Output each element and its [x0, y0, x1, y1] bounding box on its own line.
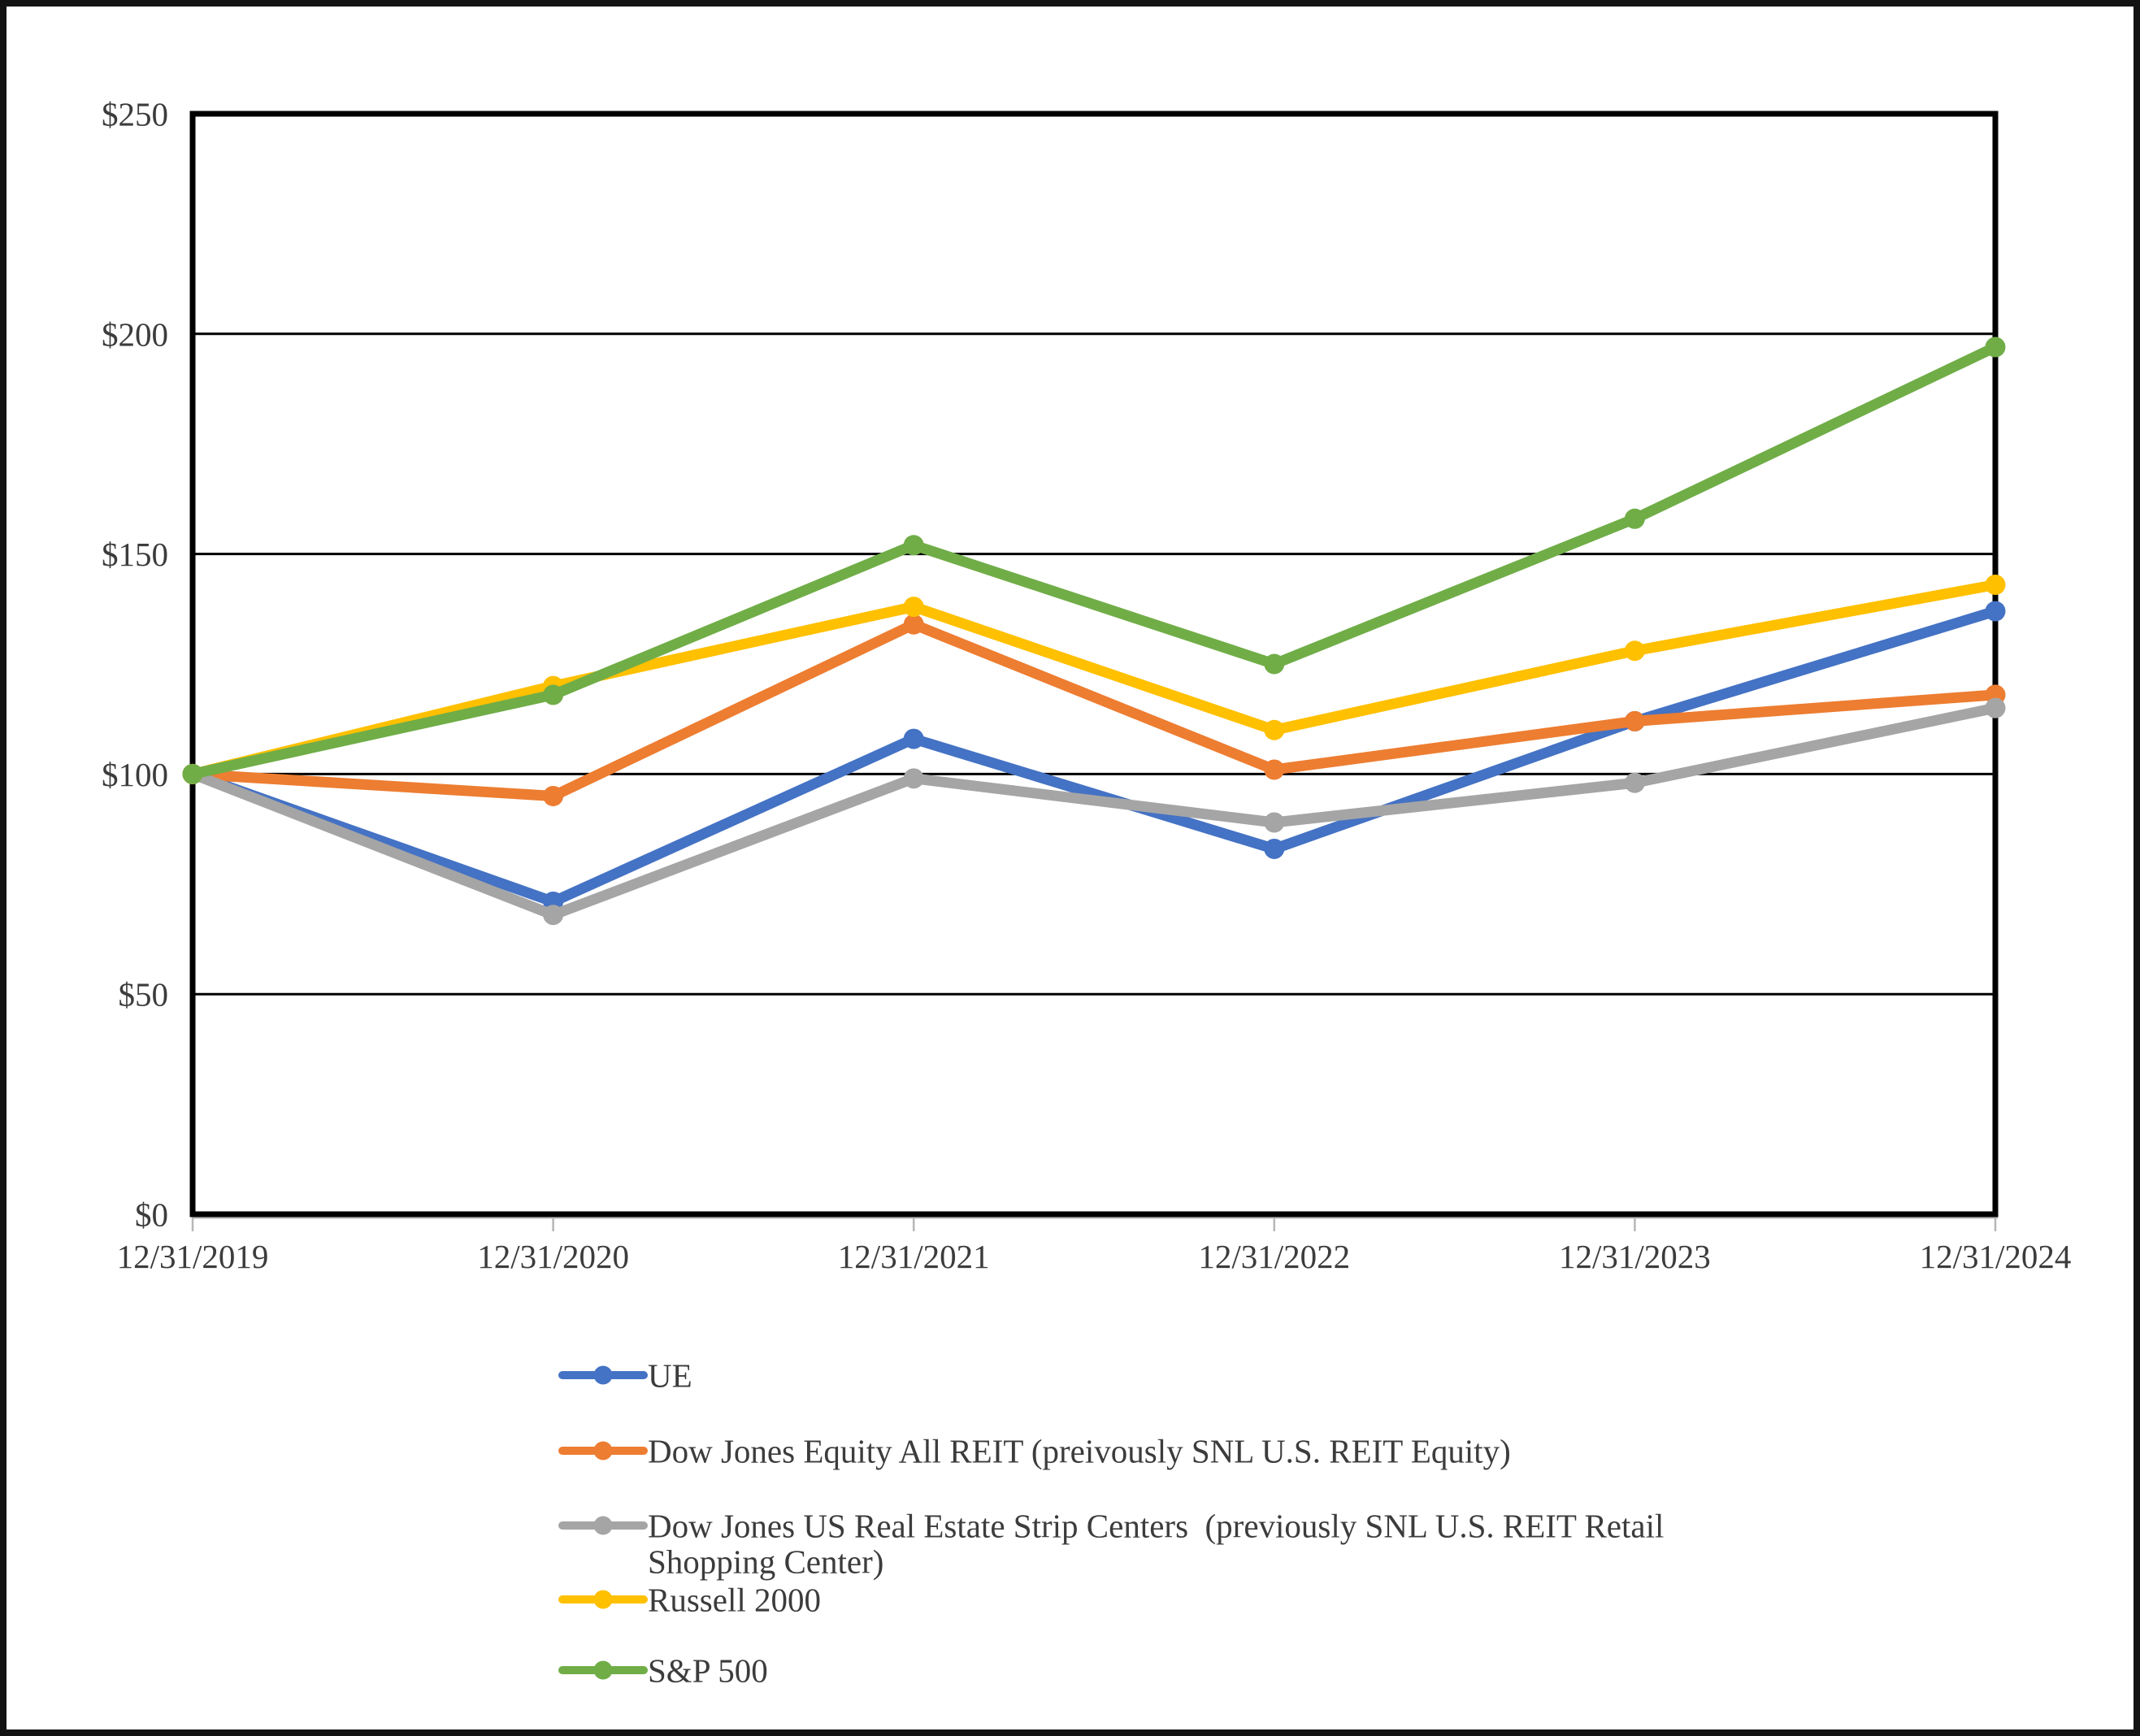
legend-swatch-marker	[593, 1365, 613, 1385]
data-point-marker	[1985, 575, 2006, 596]
series-line	[187, 579, 2001, 779]
data-point-marker	[543, 905, 564, 926]
data-point-marker	[1264, 719, 1285, 740]
y-axis-tick-label: $50	[119, 976, 169, 1013]
legend-label: Dow Jones Equity All REIT (preivously SN…	[648, 1433, 1511, 1470]
data-point-marker	[903, 535, 924, 556]
series-line	[187, 618, 2001, 801]
data-point-marker	[903, 597, 924, 618]
legend-swatch-marker	[593, 1441, 613, 1460]
legend-swatch-marker	[593, 1516, 613, 1535]
data-point-marker	[903, 614, 924, 635]
y-axis-tick-label: $250	[102, 96, 168, 133]
data-point-marker	[1985, 601, 2006, 622]
data-point-marker	[1624, 640, 1645, 662]
series-dow-jones-us-real-estate-strip-centers-previously-snl-u-s-reit-retail-shopping-center	[182, 697, 2006, 926]
data-point-marker	[182, 763, 203, 784]
y-axis-tick-label: $150	[102, 536, 168, 573]
x-axis-ticks	[191, 1217, 1998, 1231]
legend-label: Shopping Center)	[648, 1543, 883, 1581]
series-ue	[182, 601, 2006, 912]
chart-legend: UE Dow Jones Equity All REIT (preivously …	[558, 1357, 1664, 1690]
y-axis-tick-label: $200	[102, 315, 168, 353]
x-axis-tick-label: 12/31/2021	[838, 1238, 990, 1275]
legend-swatch-marker	[593, 1590, 613, 1609]
series-dow-jones-equity-all-reit-preivously-snl-u-s-reit-equity	[182, 614, 2006, 806]
data-point-marker	[543, 684, 564, 705]
x-axis-tick-label: 12/31/2023	[1559, 1238, 1711, 1275]
data-point-marker	[1624, 508, 1645, 529]
data-point-marker	[1624, 710, 1645, 731]
x-axis-tick-label: 12/31/2022	[1198, 1238, 1350, 1275]
y-axis-tick-label: $0	[135, 1196, 168, 1234]
series-line	[187, 702, 2001, 921]
data-point-marker	[543, 785, 564, 806]
series-line	[187, 341, 2001, 779]
series-line	[187, 605, 2001, 907]
legend-item: Dow Jones US Real Estate Strip Centers (…	[558, 1508, 1664, 1581]
data-point-marker	[1264, 653, 1285, 675]
y-axis-tick-label: $100	[102, 756, 168, 793]
data-point-marker	[1985, 697, 2006, 718]
x-axis-labels: 12/31/2019 12/31/2020 12/31/2021 12/31/2022…	[117, 1238, 2072, 1275]
data-point-marker	[1264, 812, 1285, 833]
legend-item: UE	[558, 1357, 692, 1395]
plot-border	[189, 111, 1999, 1217]
data-point-marker	[1624, 772, 1645, 793]
legend-item: Russell 2000	[558, 1582, 821, 1619]
data-point-marker	[1985, 336, 2006, 358]
y-axis-labels: $0 $50 $100 $150 $200 $250	[102, 96, 168, 1234]
x-axis-tick-label: 12/31/2024	[1920, 1238, 2072, 1275]
data-point-marker	[903, 728, 924, 749]
legend-swatch-marker	[593, 1660, 613, 1680]
legend-label: S&P 500	[648, 1652, 768, 1690]
legend-item: Dow Jones Equity All REIT (preivously SN…	[558, 1433, 1511, 1470]
legend-label: Russell 2000	[648, 1582, 821, 1619]
series-s-p-500	[182, 336, 2006, 784]
data-point-marker	[1264, 838, 1285, 859]
x-axis-tick-label: 12/31/2019	[117, 1238, 269, 1275]
data-point-marker	[1264, 759, 1285, 780]
data-point-marker	[903, 768, 924, 789]
legend-label: Dow Jones US Real Estate Strip Centers (…	[648, 1508, 1664, 1545]
legend-item: S&P 500	[558, 1652, 768, 1690]
legend-label: UE	[648, 1357, 692, 1395]
x-axis-tick-label: 12/31/2020	[477, 1238, 629, 1275]
